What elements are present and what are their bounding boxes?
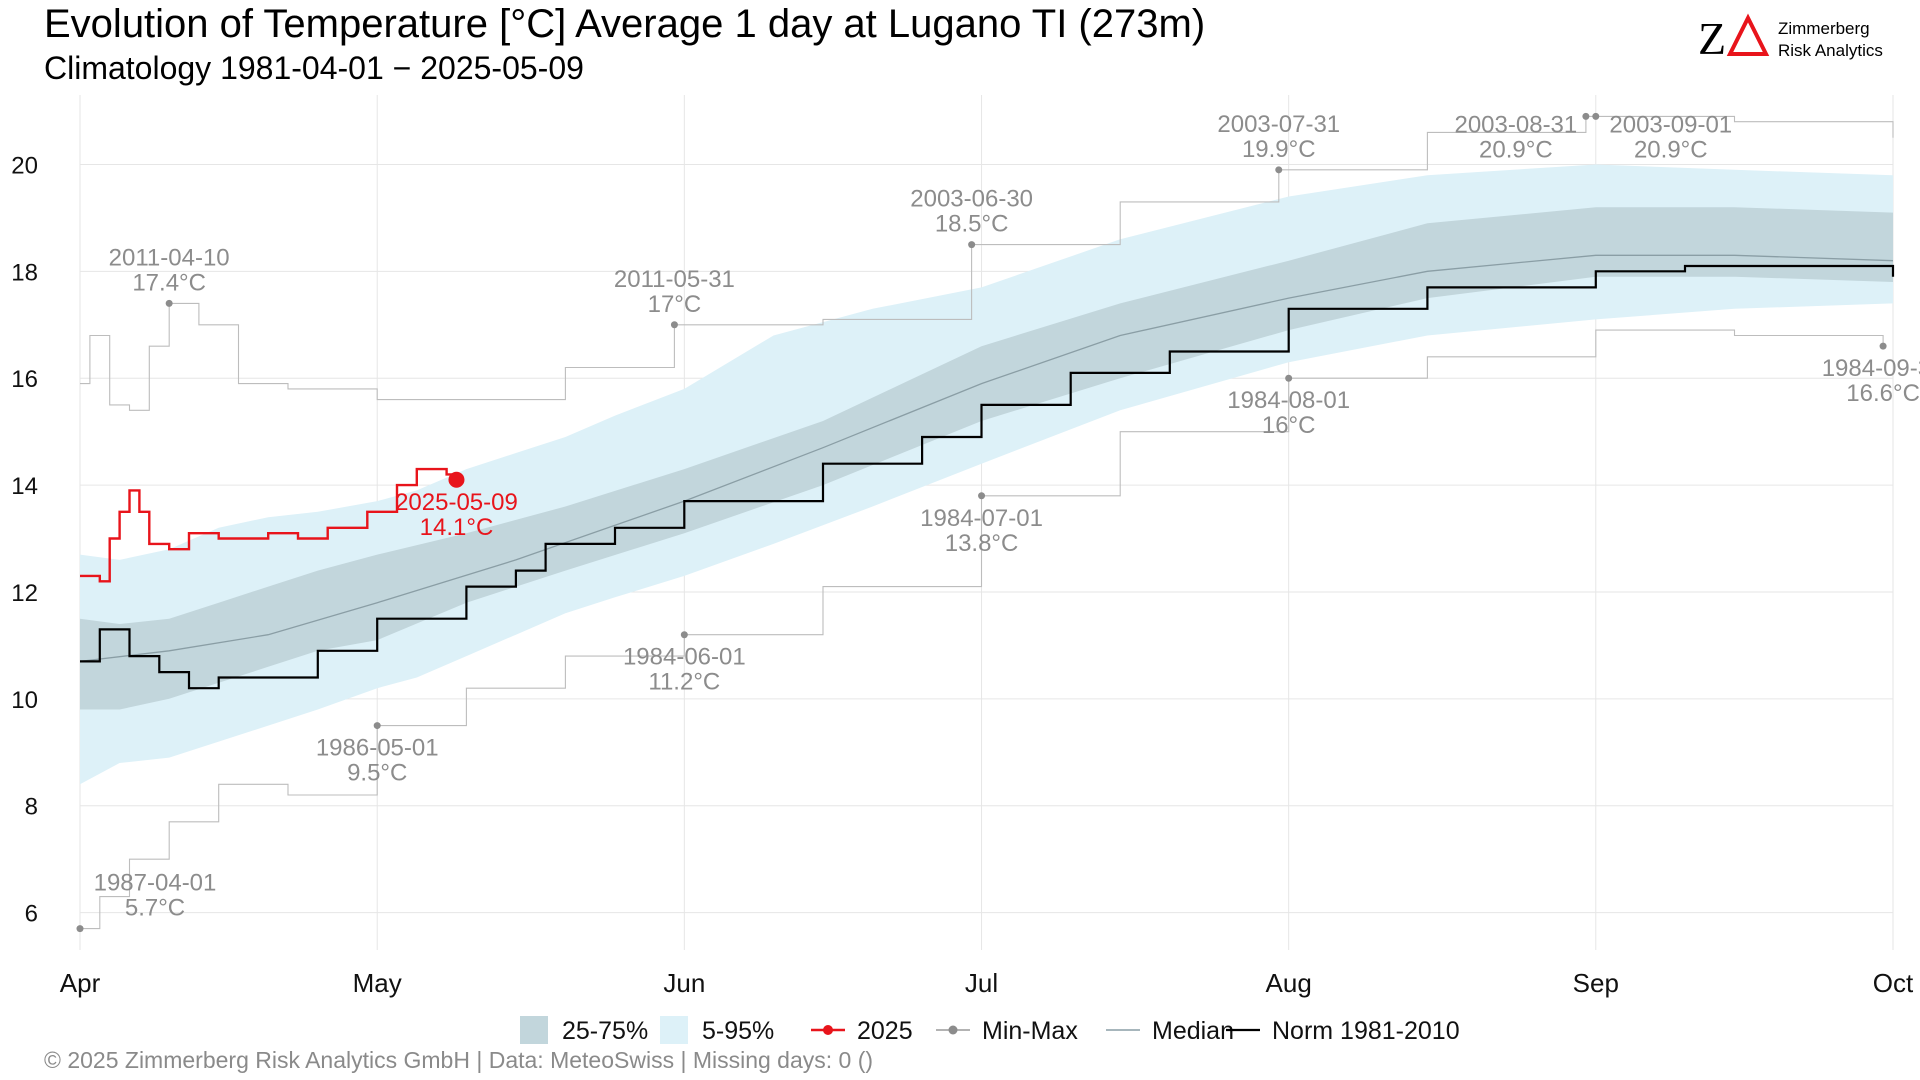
annotation-value: 14.1°C xyxy=(420,514,494,541)
y-tick-label: 6 xyxy=(25,901,38,928)
extreme-point xyxy=(1582,112,1590,120)
series-norm-line xyxy=(80,264,1895,690)
extreme-point xyxy=(1285,374,1293,382)
extreme-point xyxy=(680,631,688,639)
y-tick-label: 16 xyxy=(11,366,38,393)
annotation-value: 20.9°C xyxy=(1634,136,1708,163)
chart-title: Evolution of Temperature [°C] Average 1 … xyxy=(44,2,1206,46)
annotation-date: 1984-07-01 xyxy=(920,505,1043,532)
annotation-date: 2003-07-31 xyxy=(1217,111,1340,138)
legend-swatch-band_25_75 xyxy=(520,1016,548,1044)
extreme-point xyxy=(1275,166,1283,174)
annotation-value: 16°C xyxy=(1262,412,1316,439)
legend-label: Norm 1981-2010 xyxy=(1272,1017,1460,1045)
annotation-value: 11.2°C xyxy=(648,669,720,696)
annotation-date: 1984-08-01 xyxy=(1227,387,1350,414)
series-median-line xyxy=(79,254,1894,663)
x-tick-label: Apr xyxy=(60,968,101,998)
extreme-point xyxy=(165,299,173,307)
annotation-date: 1984-06-01 xyxy=(623,644,746,671)
chart-legend: 25-75% 5-95% 2025 Min-Max Median Norm 1981-20… xyxy=(520,1016,1460,1045)
series-2025-line xyxy=(80,467,458,583)
annotation-value: 5.7°C xyxy=(125,895,185,922)
annotation-date: 1984-09-30 xyxy=(1822,355,1920,382)
x-tick-label: Aug xyxy=(1266,968,1312,998)
annotation-value: 16.6°C xyxy=(1846,380,1920,407)
company-logo: Z Zimmerberg Risk Analytics xyxy=(1696,12,1896,64)
annotation-value: 19.9°C xyxy=(1242,136,1316,163)
annotation-date: 2003-06-30 xyxy=(910,186,1033,213)
logo-mark-z: Z xyxy=(1698,13,1726,62)
annotation-date: 2011-05-31 xyxy=(614,266,735,293)
annotation-value: 17.4°C xyxy=(132,269,206,296)
annotation-date: 1986-05-01 xyxy=(316,735,439,762)
extreme-point xyxy=(1879,342,1887,350)
annotation-date: 2003-09-01 xyxy=(1609,111,1732,138)
zimmerberg-logo-icon: Z Zimmerberg Risk Analytics xyxy=(1698,13,1883,64)
x-tick-label: May xyxy=(353,968,402,998)
annotation-value: 13.8°C xyxy=(945,530,1019,557)
logo-delta-icon xyxy=(1726,13,1770,56)
legend-swatch-current-year-dot xyxy=(823,1025,833,1035)
extreme-point xyxy=(1592,112,1600,120)
extreme-point xyxy=(978,492,986,500)
y-tick-label: 8 xyxy=(25,794,38,821)
legend-label: 2025 xyxy=(857,1017,913,1045)
x-tick-label: Oct xyxy=(1873,968,1914,998)
chart-subtitle: Climatology 1981-04-01 − 2025-05-09 xyxy=(44,50,584,86)
band-5-95 xyxy=(80,164,1893,785)
band-25-75 xyxy=(80,207,1893,710)
footer-credit: © 2025 Zimmerberg Risk Analytics GmbH | … xyxy=(44,1047,874,1073)
annotation-value: 9.5°C xyxy=(347,760,407,787)
y-tick-label: 14 xyxy=(11,473,38,500)
annotation-value: 20.9°C xyxy=(1479,136,1553,163)
annotation-date: 1987-04-01 xyxy=(94,870,217,897)
series-max-line xyxy=(80,115,1894,411)
series-min-line xyxy=(80,329,1884,930)
annotation-value: 17°C xyxy=(648,291,702,318)
legend-label: Median xyxy=(1152,1017,1234,1045)
annotation-date: 2025-05-09 xyxy=(395,489,518,516)
y-tick-label: 18 xyxy=(11,259,38,286)
x-tick-label: Jun xyxy=(663,968,705,998)
current-value-point xyxy=(448,471,465,488)
logo-line1: Zimmerberg xyxy=(1778,19,1870,38)
extreme-point xyxy=(76,925,84,933)
x-tick-label: Jul xyxy=(965,968,998,998)
y-tick-label: 10 xyxy=(11,687,38,714)
extreme-point xyxy=(373,722,381,730)
legend-swatch-min-max-dot xyxy=(948,1025,958,1035)
annotation-value: 18.5°C xyxy=(935,211,1009,238)
legend-label: 5-95% xyxy=(702,1017,774,1045)
annotation-date: 2003-08-31 xyxy=(1454,111,1577,138)
extreme-point xyxy=(968,241,976,249)
logo-line2: Risk Analytics xyxy=(1778,41,1883,60)
x-tick-label: Sep xyxy=(1573,968,1619,998)
y-tick-label: 12 xyxy=(11,580,38,607)
legend-swatch-band_5_95 xyxy=(660,1016,688,1044)
legend-label: Min-Max xyxy=(982,1017,1078,1045)
annotation-date: 2011-04-10 xyxy=(109,244,230,271)
extreme-point xyxy=(670,321,678,329)
legend-label: 25-75% xyxy=(562,1017,648,1045)
y-tick-label: 20 xyxy=(11,152,38,179)
